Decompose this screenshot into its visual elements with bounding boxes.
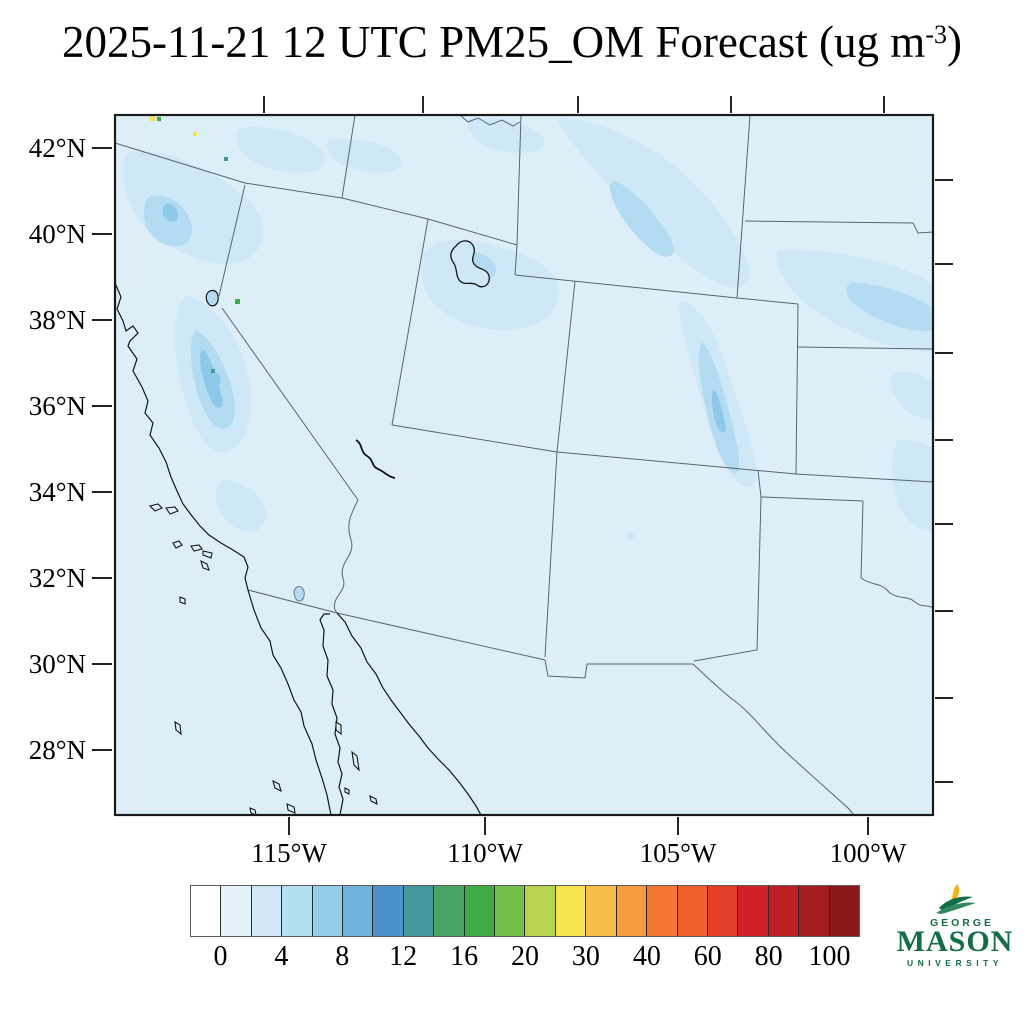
colorbar-segment [616,886,648,936]
gmu-logo-mason: MASON [896,925,1014,958]
colorbar-labels: 0 4 8 12 16 20 30 40 60 80 100 [190,941,860,977]
title-exponent: -3 [925,20,947,49]
lake-mead [355,439,396,479]
map-frame [113,113,935,817]
pm25-shading-level3 [162,203,726,433]
longitude-labels: 115°W 110°W 105°W 100°W [251,838,907,868]
colorbar-segment [586,886,617,936]
colorbar-segment [738,886,769,936]
colorbar-segment [191,886,222,936]
gmu-logo-university: UNIVERSITY [906,958,1003,968]
coastline [115,282,482,815]
lake-tahoe [205,289,219,307]
lakes [205,240,490,602]
islands [148,503,378,815]
colorbar-tick-label: 80 [754,941,783,972]
colorbar-swatches [190,885,860,937]
colorbar-segment [799,886,830,936]
colorbar: 0 4 8 12 16 20 30 40 60 80 100 [190,885,860,977]
lon-label: 105°W [640,838,717,868]
axis-ticks [92,96,953,835]
lon-label: 115°W [251,838,327,868]
colorbar-tick-label: 8 [335,941,350,972]
colorbar-segment [647,886,678,936]
colorbar-segment [312,886,344,936]
colorbar-segment [251,886,283,936]
colorbar-segment [343,886,374,936]
lon-label: 110°W [447,838,523,868]
colorbar-segment [282,886,313,936]
lat-label: 34°N [29,477,86,507]
salton-sea [293,586,305,602]
colorbar-segment [495,886,526,936]
colorbar-tick-label: 100 [808,941,851,972]
lat-label: 36°N [29,391,86,421]
gmu-logo-george: GEORGE [929,917,995,929]
lat-label: 32°N [29,563,86,593]
state-borders [115,115,933,815]
colorbar-segment [829,886,859,936]
title-close-paren: ) [946,17,962,67]
lat-label: 30°N [29,649,86,679]
gmu-flame-icon [936,884,976,914]
colorbar-segment [707,886,739,936]
pm25-hotspot-dots [150,116,240,373]
colorbar-tick-label: 16 [450,941,479,972]
colorbar-segment [555,886,587,936]
colorbar-segment [525,886,556,936]
page-title: 2025-11-21 12 UTC PM25_OM Forecast (ug m… [0,16,1024,68]
colorbar-segment [434,886,465,936]
colorbar-tick-label: 12 [389,941,418,972]
latitude-labels: 42°N 40°N 38°N 36°N 34°N 32°N 30°N 28°N [29,133,86,765]
lat-label: 38°N [29,305,86,335]
colorbar-tick-label: 20 [511,941,539,972]
lat-label: 42°N [29,133,86,163]
colorbar-tick-label: 40 [632,941,661,972]
lat-label: 28°N [29,735,86,765]
colorbar-tick-label: 30 [571,941,600,972]
title-text: 2025-11-21 12 UTC PM25_OM Forecast (ug m [62,17,926,67]
colorbar-segment [464,886,496,936]
gmu-logo: GEORGE MASON UNIVERSITY [891,884,1019,976]
lon-label: 100°W [830,838,907,868]
great-salt-lake [450,240,490,288]
colorbar-tick-label: 4 [274,941,289,972]
colorbar-segment [403,886,435,936]
lat-label: 40°N [29,219,86,249]
colorbar-tick-label: 0 [213,941,228,972]
colorbar-segment [677,886,708,936]
colorbar-segment [373,886,404,936]
colorbar-segment [221,886,252,936]
colorbar-tick-label: 60 [693,941,722,972]
colorbar-segment [768,886,800,936]
